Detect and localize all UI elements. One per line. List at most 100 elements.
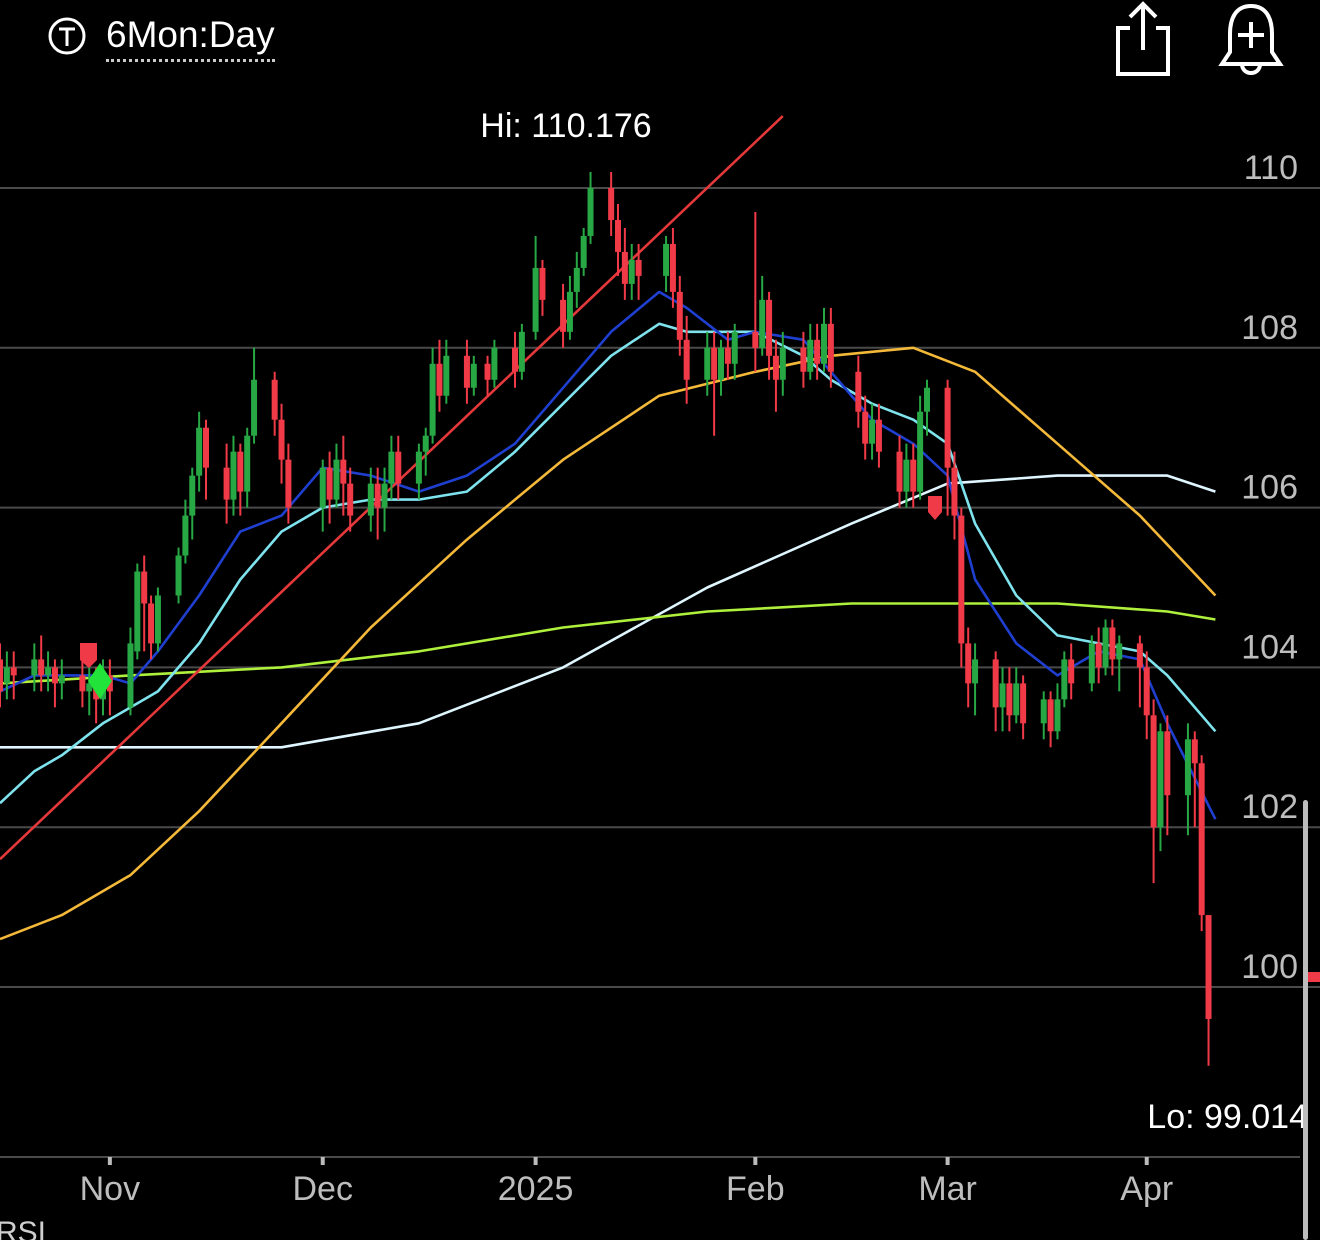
candle-body <box>422 435 429 452</box>
candle-body <box>244 435 251 492</box>
candle-body <box>1157 731 1164 828</box>
candle-body <box>910 459 917 492</box>
candle-body <box>154 595 161 644</box>
candle-body <box>951 467 958 516</box>
candle-body <box>127 643 134 708</box>
buy-signal-marker <box>88 663 112 699</box>
candle-body <box>1013 683 1020 716</box>
candle-body <box>862 411 869 444</box>
candle-body <box>779 347 786 380</box>
candle-body <box>683 339 690 380</box>
candle-body <box>1136 643 1143 668</box>
candle-body <box>374 483 381 508</box>
candle-body <box>1102 627 1109 668</box>
candle-body <box>676 291 683 340</box>
x-tick-label: Nov <box>80 1170 140 1208</box>
candle-body <box>566 291 573 332</box>
candle-body <box>491 347 498 380</box>
series-line-ma_mid <box>0 322 1217 805</box>
candle-body <box>1061 659 1068 700</box>
scrollbar[interactable] <box>1303 800 1308 1240</box>
candle-body <box>1184 739 1191 796</box>
candle-body <box>1150 715 1157 828</box>
y-tick-label: 104 <box>1241 628 1298 666</box>
candle-body <box>10 667 17 676</box>
candle-body <box>1164 731 1171 796</box>
candle-body <box>944 387 951 468</box>
candle-body <box>326 467 333 500</box>
candle-body <box>203 427 209 468</box>
x-tick-label: Feb <box>726 1170 785 1208</box>
x-tick-label: 2025 <box>498 1170 574 1208</box>
sell-signal-marker <box>80 643 97 668</box>
candle-body <box>539 267 546 300</box>
series-line-ma_100 <box>0 602 1216 685</box>
candle-body <box>1054 699 1061 732</box>
candle-body <box>635 259 642 276</box>
candle-body <box>580 235 587 268</box>
candle-body <box>731 331 738 364</box>
series-line-ma_fast <box>0 290 1217 820</box>
current-price-marker <box>1307 972 1320 982</box>
candle-body <box>86 683 93 692</box>
candle-body <box>141 571 148 604</box>
candle-body <box>38 659 45 676</box>
candle-body <box>470 363 477 388</box>
candle-body <box>615 219 621 252</box>
candle-body <box>285 459 292 508</box>
candle-body <box>271 379 278 420</box>
y-tick-label: 100 <box>1241 948 1298 986</box>
candle-body <box>175 555 182 596</box>
candle-body <box>999 683 1006 708</box>
candle-body <box>223 467 230 500</box>
series-line-ma_50 <box>0 346 1217 941</box>
candle-body <box>340 459 347 484</box>
x-tick-label: Dec <box>292 1170 352 1208</box>
candle-body <box>512 347 518 372</box>
candle-body <box>827 323 834 372</box>
candle-body <box>1006 683 1013 716</box>
y-tick-label: 108 <box>1241 309 1298 347</box>
candle-body <box>766 299 773 356</box>
candle-body <box>237 451 244 492</box>
candle-body <box>903 459 910 492</box>
sell-signal-marker <box>928 496 942 520</box>
candle-body <box>1198 763 1205 916</box>
share-icon[interactable] <box>1112 0 1174 78</box>
candle-body <box>347 483 354 516</box>
chart-header: 6Mon:Day <box>0 0 1320 80</box>
candle-body <box>965 643 972 684</box>
price-chart[interactable]: 110 108 106 104 102 100 Nov Dec 2025 Feb Mar Apr Hi:… <box>0 80 1320 1240</box>
candle-body <box>1191 739 1198 764</box>
candle-body <box>628 259 635 284</box>
candle-body <box>869 419 876 444</box>
candle-body <box>875 419 882 452</box>
candle-body <box>663 243 670 276</box>
candle-body <box>45 667 52 676</box>
candle-body <box>51 667 58 684</box>
candle-body <box>752 331 759 348</box>
candle-body <box>463 355 470 388</box>
candle-body <box>1047 699 1054 732</box>
candle-body <box>621 251 628 284</box>
candle-body <box>608 188 615 220</box>
candle-body <box>1068 659 1075 684</box>
candle-body <box>1020 683 1027 724</box>
candle-body <box>724 347 731 364</box>
candle-body <box>196 427 203 476</box>
x-tick-label: Apr <box>1120 1170 1173 1208</box>
candle-body <box>395 451 402 484</box>
candle-body <box>134 571 141 652</box>
candle-body <box>972 659 979 684</box>
candle-body <box>79 675 86 692</box>
candle-body <box>1040 699 1047 724</box>
candle-body <box>251 379 258 436</box>
candle-body <box>814 339 821 364</box>
candle-body <box>573 267 580 292</box>
period-selector[interactable]: 6Mon:Day <box>106 12 275 62</box>
rsi-panel-label: RSI <box>0 1216 46 1240</box>
candle-body <box>1088 643 1095 684</box>
candle-body <box>148 603 155 644</box>
bell-plus-icon[interactable] <box>1218 0 1284 78</box>
t-circle-icon[interactable] <box>47 16 87 56</box>
